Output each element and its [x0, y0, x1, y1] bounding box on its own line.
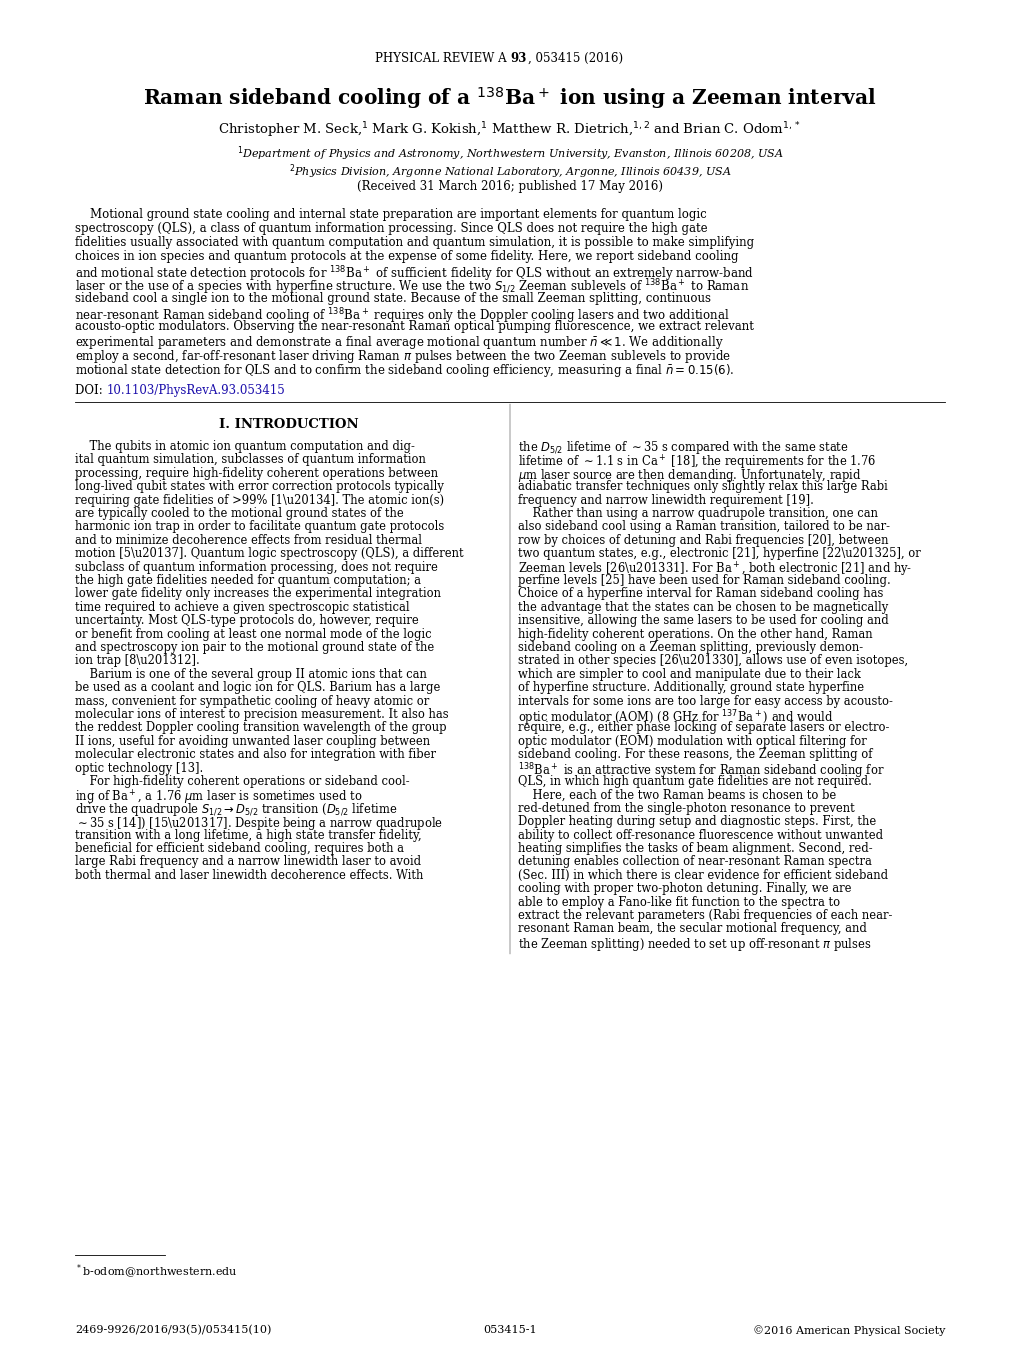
Text: ital quantum simulation, subclasses of quantum information: ital quantum simulation, subclasses of q… — [75, 454, 426, 466]
Text: and motional state detection protocols for $^{138}$Ba$^+$ of sufficient fidelity: and motional state detection protocols f… — [75, 264, 753, 284]
Text: choices in ion species and quantum protocols at the expense of some fidelity. He: choices in ion species and quantum proto… — [75, 250, 738, 264]
Text: employ a second, far-off-resonant laser driving Raman $\pi$ pulses between the t: employ a second, far-off-resonant laser … — [75, 348, 731, 366]
Text: For high-fidelity coherent operations or sideband cool-: For high-fidelity coherent operations or… — [75, 775, 410, 788]
Text: resonant Raman beam, the secular motional frequency, and: resonant Raman beam, the secular motiona… — [518, 923, 866, 935]
Text: large Rabi frequency and a narrow linewidth laser to avoid: large Rabi frequency and a narrow linewi… — [75, 855, 421, 868]
Text: both thermal and laser linewidth decoherence effects. With: both thermal and laser linewidth decoher… — [75, 868, 423, 882]
Text: perfine levels [25] have been used for Raman sideband cooling.: perfine levels [25] have been used for R… — [518, 573, 890, 587]
Text: laser or the use of a species with hyperfine structure. We use the two $S_{1/2}$: laser or the use of a species with hyper… — [75, 279, 748, 298]
Text: sideband cool a single ion to the motional ground state. Because of the small Ze: sideband cool a single ion to the motion… — [75, 292, 710, 304]
Text: the reddest Doppler cooling transition wavelength of the group: the reddest Doppler cooling transition w… — [75, 722, 446, 734]
Text: detuning enables collection of near-resonant Raman spectra: detuning enables collection of near-reso… — [518, 855, 871, 868]
Text: the advantage that the states can be chosen to be magnetically: the advantage that the states can be cho… — [518, 601, 888, 614]
Text: be used as a coolant and logic ion for QLS. Barium has a large: be used as a coolant and logic ion for Q… — [75, 681, 440, 694]
Text: molecular electronic states and also for integration with fiber: molecular electronic states and also for… — [75, 749, 435, 761]
Text: strated in other species [26\u201330], allows use of even isotopes,: strated in other species [26\u201330], a… — [518, 655, 907, 667]
Text: Zeeman levels [26\u201331]. For Ba$^+$, both electronic [21] and hy-: Zeeman levels [26\u201331]. For Ba$^+$, … — [518, 561, 911, 579]
Text: DOI:: DOI: — [75, 385, 106, 397]
Text: near-resonant Raman sideband cooling of $^{138}$Ba$^+$ requires only the Doppler: near-resonant Raman sideband cooling of … — [75, 306, 729, 326]
Text: require, e.g., either phase locking of separate lasers or electro-: require, e.g., either phase locking of s… — [518, 722, 889, 734]
Text: subclass of quantum information processing, does not require: subclass of quantum information processi… — [75, 561, 437, 573]
Text: Here, each of the two Raman beams is chosen to be: Here, each of the two Raman beams is cho… — [518, 788, 836, 802]
Text: insensitive, allowing the same lasers to be used for cooling and: insensitive, allowing the same lasers to… — [518, 614, 888, 628]
Text: long-lived qubit states with error correction protocols typically: long-lived qubit states with error corre… — [75, 480, 443, 493]
Text: $\mu$m laser source are then demanding. Unfortunately, rapid: $\mu$m laser source are then demanding. … — [518, 466, 861, 484]
Text: or benefit from cooling at least one normal mode of the logic: or benefit from cooling at least one nor… — [75, 628, 431, 640]
Text: which are simpler to cool and manipulate due to their lack: which are simpler to cool and manipulate… — [518, 667, 860, 681]
Text: $^*$b-odom@northwestern.edu: $^*$b-odom@northwestern.edu — [75, 1263, 237, 1282]
Text: molecular ions of interest to precision measurement. It also has: molecular ions of interest to precision … — [75, 708, 448, 722]
Text: red-detuned from the single-photon resonance to prevent: red-detuned from the single-photon reson… — [518, 802, 854, 815]
Text: 93: 93 — [510, 52, 526, 65]
Text: two quantum states, e.g., electronic [21], hyperfine [22\u201325], or: two quantum states, e.g., electronic [21… — [518, 548, 920, 560]
Text: ©2016 American Physical Society: ©2016 American Physical Society — [752, 1325, 944, 1336]
Text: the $D_{5/2}$ lifetime of $\sim$35 s compared with the same state: the $D_{5/2}$ lifetime of $\sim$35 s com… — [518, 440, 848, 457]
Text: The qubits in atomic ion quantum computation and dig-: The qubits in atomic ion quantum computa… — [75, 440, 415, 453]
Text: harmonic ion trap in order to facilitate quantum gate protocols: harmonic ion trap in order to facilitate… — [75, 520, 444, 533]
Text: motion [5\u20137]. Quantum logic spectroscopy (QLS), a different: motion [5\u20137]. Quantum logic spectro… — [75, 548, 464, 560]
Text: optic modulator (AOM) (8 GHz for $^{137}$Ba$^+$) and would: optic modulator (AOM) (8 GHz for $^{137}… — [518, 708, 833, 727]
Text: 10.1103/PhysRevA.93.053415: 10.1103/PhysRevA.93.053415 — [107, 385, 285, 397]
Text: $^{2}$Physics Division, Argonne National Laboratory, Argonne, Illinois 60439, US: $^{2}$Physics Division, Argonne National… — [288, 162, 731, 181]
Text: adiabatic transfer techniques only slightly relax this large Rabi: adiabatic transfer techniques only sligh… — [518, 480, 887, 493]
Text: ing of Ba$^+$, a 1.76 $\mu$m laser is sometimes used to: ing of Ba$^+$, a 1.76 $\mu$m laser is so… — [75, 788, 362, 807]
Text: intervals for some ions are too large for easy access by acousto-: intervals for some ions are too large fo… — [518, 694, 892, 708]
Text: transition with a long lifetime, a high state transfer fidelity,: transition with a long lifetime, a high … — [75, 829, 421, 841]
Text: PHYSICAL REVIEW A: PHYSICAL REVIEW A — [374, 52, 510, 65]
Text: row by choices of detuning and Rabi frequencies [20], between: row by choices of detuning and Rabi freq… — [518, 534, 888, 546]
Text: drive the quadrupole $S_{1/2} \rightarrow D_{5/2}$ transition ($D_{5/2}$ lifetim: drive the quadrupole $S_{1/2} \rightarro… — [75, 802, 397, 818]
Text: optic technology [13].: optic technology [13]. — [75, 761, 203, 775]
Text: $\sim$35 s [14]) [15\u201317]. Despite being a narrow quadrupole: $\sim$35 s [14]) [15\u201317]. Despite b… — [75, 815, 442, 832]
Text: high-fidelity coherent operations. On the other hand, Raman: high-fidelity coherent operations. On th… — [518, 628, 872, 640]
Text: motional state detection for QLS and to confirm the sideband cooling efficiency,: motional state detection for QLS and to … — [75, 361, 734, 379]
Text: Doppler heating during setup and diagnostic steps. First, the: Doppler heating during setup and diagnos… — [518, 815, 875, 828]
Text: able to employ a Fano-like fit function to the spectra to: able to employ a Fano-like fit function … — [518, 896, 840, 909]
Text: heating simplifies the tasks of beam alignment. Second, red-: heating simplifies the tasks of beam ali… — [518, 843, 872, 855]
Text: lifetime of $\sim$1.1 s in Ca$^+$ [18], the requirements for the 1.76: lifetime of $\sim$1.1 s in Ca$^+$ [18], … — [518, 454, 875, 472]
Text: Choice of a hyperfine interval for Raman sideband cooling has: Choice of a hyperfine interval for Raman… — [518, 587, 882, 601]
Text: (Sec. III) in which there is clear evidence for efficient sideband: (Sec. III) in which there is clear evide… — [518, 868, 888, 882]
Text: $^{1}$Department of Physics and Astronomy, Northwestern University, Evanston, Il: $^{1}$Department of Physics and Astronom… — [236, 144, 783, 163]
Text: sideband cooling on a Zeeman splitting, previously demon-: sideband cooling on a Zeeman splitting, … — [518, 641, 862, 654]
Text: frequency and narrow linewidth requirement [19].: frequency and narrow linewidth requireme… — [518, 493, 813, 507]
Text: Raman sideband cooling of a $^{138}$Ba$^+$ ion using a Zeeman interval: Raman sideband cooling of a $^{138}$Ba$^… — [143, 86, 876, 111]
Text: are typically cooled to the motional ground states of the: are typically cooled to the motional gro… — [75, 507, 404, 520]
Text: QLS, in which high quantum gate fidelities are not required.: QLS, in which high quantum gate fideliti… — [518, 775, 871, 788]
Text: extract the relevant parameters (Rabi frequencies of each near-: extract the relevant parameters (Rabi fr… — [518, 909, 892, 921]
Text: processing, require high-fidelity coherent operations between: processing, require high-fidelity cohere… — [75, 466, 438, 480]
Text: Motional ground state cooling and internal state preparation are important eleme: Motional ground state cooling and intern… — [75, 208, 706, 222]
Text: , 053415 (2016): , 053415 (2016) — [528, 52, 623, 65]
Text: cooling with proper two-photon detuning. Finally, we are: cooling with proper two-photon detuning.… — [518, 882, 851, 896]
Text: Rather than using a narrow quadrupole transition, one can: Rather than using a narrow quadrupole tr… — [518, 507, 877, 520]
Text: the Zeeman splitting) needed to set up off-resonant $\pi$ pulses: the Zeeman splitting) needed to set up o… — [518, 936, 870, 953]
Text: mass, convenient for sympathetic cooling of heavy atomic or: mass, convenient for sympathetic cooling… — [75, 694, 429, 708]
Text: Christopher M. Seck,$^{1}$ Mark G. Kokish,$^{1}$ Matthew R. Dietrich,$^{1,2}$ an: Christopher M. Seck,$^{1}$ Mark G. Kokis… — [218, 120, 801, 140]
Text: Barium is one of the several group II atomic ions that can: Barium is one of the several group II at… — [75, 667, 427, 681]
Text: acousto-optic modulators. Observing the near-resonant Raman optical pumping fluo: acousto-optic modulators. Observing the … — [75, 319, 753, 333]
Text: the high gate fidelities needed for quantum computation; a: the high gate fidelities needed for quan… — [75, 573, 421, 587]
Text: spectroscopy (QLS), a class of quantum information processing. Since QLS does no: spectroscopy (QLS), a class of quantum i… — [75, 222, 707, 235]
Text: also sideband cool using a Raman transition, tailored to be nar-: also sideband cool using a Raman transit… — [518, 520, 890, 533]
Text: 2469-9926/2016/93(5)/053415(10): 2469-9926/2016/93(5)/053415(10) — [75, 1325, 271, 1336]
Text: lower gate fidelity only increases the experimental integration: lower gate fidelity only increases the e… — [75, 587, 440, 601]
Text: sideband cooling. For these reasons, the Zeeman splitting of: sideband cooling. For these reasons, the… — [518, 749, 871, 761]
Text: and to minimize decoherence effects from residual thermal: and to minimize decoherence effects from… — [75, 534, 422, 546]
Text: uncertainty. Most QLS-type protocols do, however, require: uncertainty. Most QLS-type protocols do,… — [75, 614, 419, 628]
Text: $^{138}$Ba$^+$ is an attractive system for Raman sideband cooling for: $^{138}$Ba$^+$ is an attractive system f… — [518, 761, 883, 781]
Text: of hyperfine structure. Additionally, ground state hyperfine: of hyperfine structure. Additionally, gr… — [518, 681, 863, 694]
Text: I. INTRODUCTION: I. INTRODUCTION — [218, 419, 358, 431]
Text: 053415-1: 053415-1 — [483, 1325, 536, 1335]
Text: beneficial for efficient sideband cooling, requires both a: beneficial for efficient sideband coolin… — [75, 843, 404, 855]
Text: (Received 31 March 2016; published 17 May 2016): (Received 31 March 2016; published 17 Ma… — [357, 179, 662, 193]
Text: II ions, useful for avoiding unwanted laser coupling between: II ions, useful for avoiding unwanted la… — [75, 735, 430, 747]
Text: ion trap [8\u201312].: ion trap [8\u201312]. — [75, 655, 200, 667]
Text: and spectroscopy ion pair to the motional ground state of the: and spectroscopy ion pair to the motiona… — [75, 641, 434, 654]
Text: ability to collect off-resonance fluorescence without unwanted: ability to collect off-resonance fluores… — [518, 829, 882, 841]
Text: requiring gate fidelities of >99% [1\u20134]. The atomic ion(s): requiring gate fidelities of >99% [1\u20… — [75, 493, 443, 507]
Text: time required to achieve a given spectroscopic statistical: time required to achieve a given spectro… — [75, 601, 410, 614]
Text: fidelities usually associated with quantum computation and quantum simulation, i: fidelities usually associated with quant… — [75, 236, 753, 249]
Text: experimental parameters and demonstrate a final average motional quantum number : experimental parameters and demonstrate … — [75, 334, 722, 351]
Text: optic modulator (EOM) modulation with optical filtering for: optic modulator (EOM) modulation with op… — [518, 735, 866, 747]
